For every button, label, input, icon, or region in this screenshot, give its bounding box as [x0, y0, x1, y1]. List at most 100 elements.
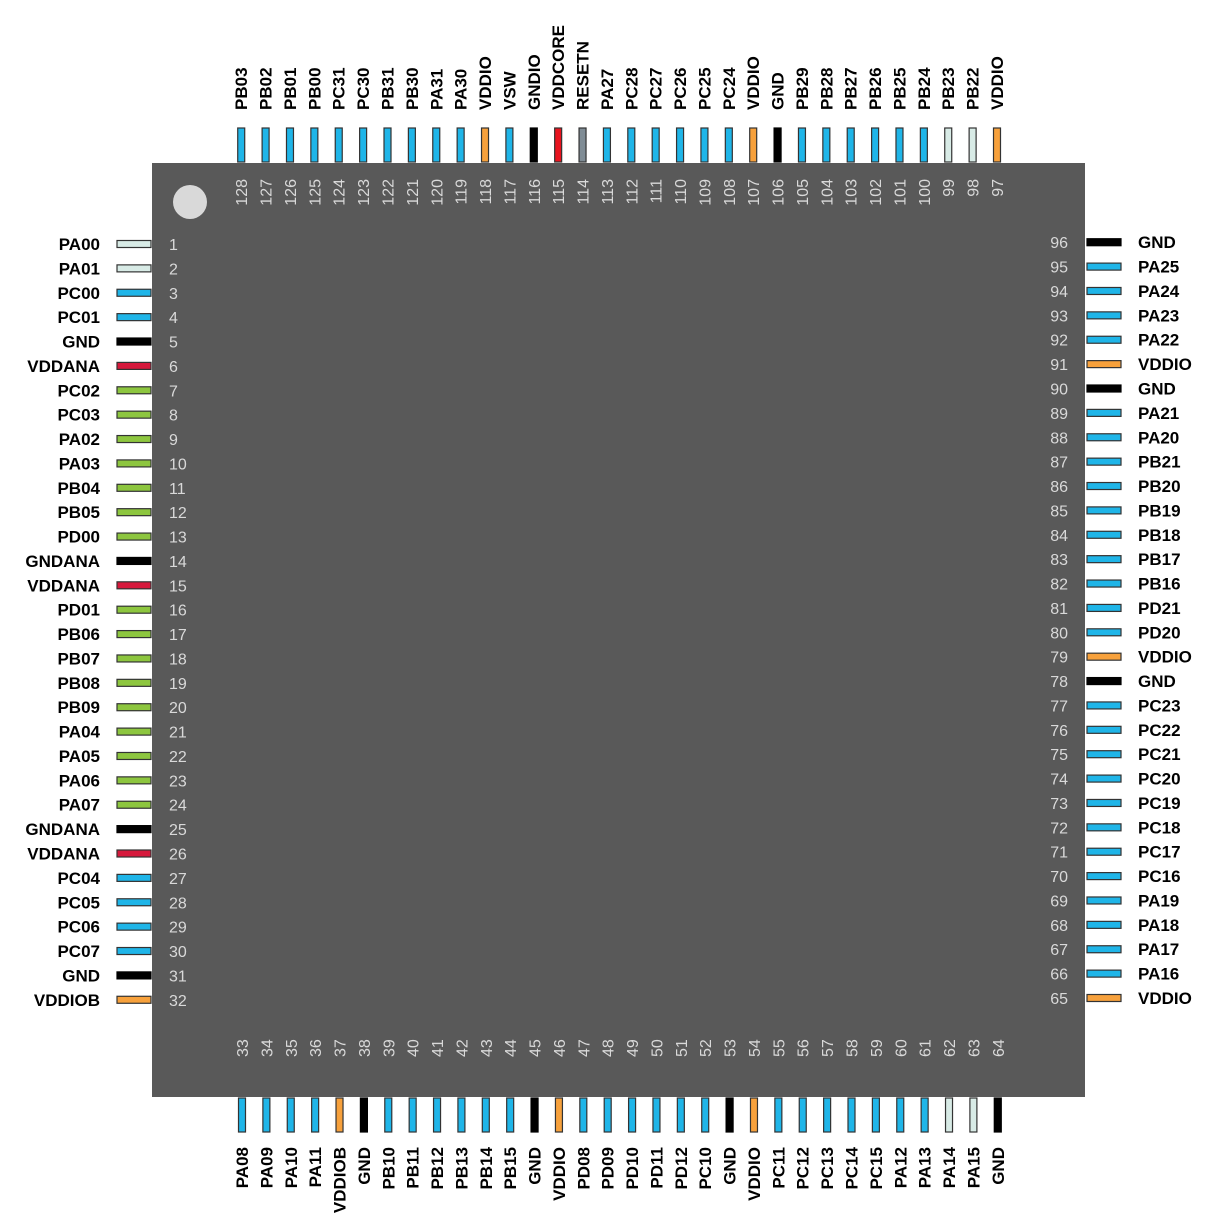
- pin-44-name: PB15: [501, 1147, 520, 1190]
- pin-101-lead: [895, 127, 904, 163]
- pin-87: PB21 87: [1050, 453, 1180, 472]
- pin-80-number: 80: [1050, 625, 1068, 642]
- pin-79: VDDIO 79: [1050, 648, 1192, 667]
- pin-105-lead: [797, 127, 807, 163]
- pin-16: PD01 16: [57, 601, 186, 620]
- pin-69-number: 69: [1050, 893, 1068, 910]
- pin-75-lead: [1086, 750, 1122, 759]
- pin-116-name: GNDIO: [525, 54, 544, 110]
- pin-127: PB02 127: [257, 67, 276, 205]
- pin-21-name: PA04: [59, 723, 101, 742]
- pin-95-lead: [1086, 262, 1122, 271]
- pin-35-lead: [286, 1097, 295, 1133]
- pin-83: PB17 83: [1050, 550, 1180, 569]
- pin-100: PB24 100: [915, 67, 934, 206]
- pin-62: PA14 62: [940, 1039, 959, 1188]
- pin-8-lead: [116, 410, 152, 419]
- pin-62-name: PA14: [940, 1146, 959, 1188]
- pin-22-name: PA05: [59, 747, 100, 766]
- pin-111-number: 111: [649, 179, 666, 203]
- pin-49: PD10 49: [623, 1039, 642, 1189]
- pin-44-lead: [506, 1097, 515, 1133]
- pin-29-name: PC06: [57, 918, 100, 937]
- pin-88: PA20 88: [1050, 428, 1179, 447]
- pin-49-lead: [627, 1097, 637, 1133]
- pin-82-lead: [1086, 579, 1122, 588]
- pin-39-number: 39: [381, 1039, 398, 1057]
- pin-126-name: PB01: [281, 67, 300, 110]
- pin-124: PC31 124: [330, 67, 349, 205]
- pin-103: PB27 103: [842, 67, 861, 205]
- pin-54-lead: [749, 1097, 759, 1133]
- pin-3: PC00 3: [57, 284, 178, 303]
- pin-67-name: PA17: [1138, 940, 1179, 959]
- pin-76: PC22 76: [1050, 721, 1180, 740]
- pin-13-lead: [116, 532, 152, 541]
- pin-81-lead: [1086, 603, 1122, 613]
- pin-97-name: VDDIO: [988, 56, 1007, 110]
- pin-24-name: PA07: [59, 796, 100, 815]
- pin-126-lead: [285, 127, 295, 163]
- pin-72-number: 72: [1050, 820, 1068, 837]
- pin-89-name: PA21: [1138, 404, 1179, 423]
- pin-31-lead: [116, 971, 152, 980]
- pin-44: PB15 44: [501, 1039, 520, 1189]
- pin-81-name: PD21: [1138, 599, 1181, 618]
- pin-26: VDDANA 26: [27, 845, 187, 864]
- pin-33-name: PA08: [233, 1147, 252, 1188]
- pin-107-number: 107: [746, 179, 763, 206]
- pin-72-name: PC18: [1138, 818, 1181, 837]
- pin-27-name: PC04: [57, 869, 100, 888]
- pin-47-lead: [579, 1097, 588, 1133]
- pin-2-lead: [116, 264, 152, 273]
- pin-97-number: 97: [990, 179, 1007, 197]
- pin-95: PA25 95: [1050, 258, 1179, 277]
- pin-109: PC25 109: [695, 67, 714, 205]
- pin-109-name: PC25: [695, 67, 714, 110]
- pin-99-lead: [944, 127, 953, 163]
- pin-18: PB07 18: [57, 649, 186, 668]
- pin-116-lead: [529, 127, 538, 163]
- pin-112-name: PC28: [622, 67, 641, 110]
- pin-25: GNDANA 25: [25, 820, 187, 839]
- pin-102-number: 102: [868, 179, 885, 206]
- pin-112-number: 112: [624, 179, 641, 205]
- pin-106: GND 106: [769, 72, 788, 205]
- pin-55-number: 55: [771, 1039, 788, 1057]
- pin-119-lead: [456, 127, 465, 163]
- pin-4-number: 4: [169, 310, 178, 327]
- pin-57-number: 57: [820, 1039, 837, 1057]
- pin-92: PA22 92: [1050, 331, 1179, 350]
- pin-17-number: 17: [169, 627, 187, 644]
- pin-14-name: GNDANA: [25, 552, 100, 571]
- pin-77: PC23 77: [1050, 696, 1180, 715]
- pin-84-number: 84: [1050, 528, 1068, 545]
- pin-29-number: 29: [169, 920, 187, 937]
- pin-70-number: 70: [1050, 869, 1068, 886]
- pin-23: PA06 23: [59, 771, 187, 790]
- pin-56-name: PC12: [794, 1147, 813, 1190]
- pin-43-name: PB14: [477, 1146, 496, 1189]
- pin-11: PB04 11: [57, 479, 185, 498]
- pin-75: PC21 75: [1050, 745, 1180, 764]
- pin-61-lead: [920, 1097, 929, 1133]
- pin-99-name: PB23: [939, 67, 958, 110]
- pin-100-name: PB24: [915, 67, 934, 110]
- pin-34-lead: [262, 1097, 271, 1133]
- pin-86-lead: [1086, 481, 1122, 491]
- pin-7: PC02 7: [57, 381, 178, 400]
- pin-21-number: 21: [169, 725, 187, 742]
- pin-16-name: PD01: [57, 601, 100, 620]
- pin-11-lead: [116, 483, 152, 492]
- pin-82-name: PB16: [1138, 575, 1181, 594]
- pin-117-number: 117: [502, 179, 519, 205]
- pin-124-number: 124: [332, 179, 349, 206]
- pin-71-name: PC17: [1138, 843, 1181, 862]
- pin-113-number: 113: [600, 179, 617, 205]
- pin-80-name: PD20: [1138, 623, 1181, 642]
- pin-58-number: 58: [845, 1039, 862, 1057]
- pin-41: PB12 41: [428, 1039, 447, 1189]
- pin-29-lead: [116, 922, 152, 931]
- pin-81-number: 81: [1050, 601, 1068, 618]
- pin-21: PA04 21: [59, 723, 187, 742]
